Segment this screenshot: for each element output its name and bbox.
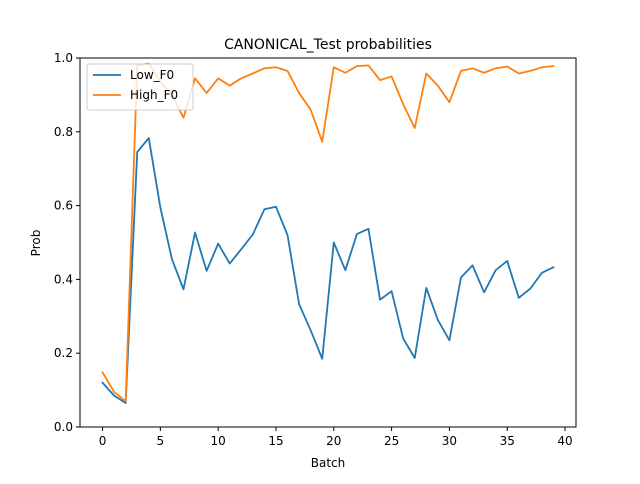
x-tick-label: 0	[99, 434, 107, 448]
y-tick-label: 1.0	[54, 51, 73, 65]
legend: Low_F0 High_F0	[86, 63, 194, 111]
legend-label: High_F0	[130, 88, 178, 102]
x-tick-label: 5	[157, 434, 165, 448]
legend-label: Low_F0	[130, 68, 174, 82]
x-tick-label: 10	[211, 434, 226, 448]
chart-title: CANONICAL_Test probabilities	[224, 37, 432, 53]
x-tick-label: 40	[557, 434, 572, 448]
y-tick-label: 0.8	[54, 125, 73, 139]
axes-frame	[79, 57, 577, 428]
x-tick-label: 35	[500, 434, 515, 448]
x-tick-label: 20	[326, 434, 341, 448]
y-tick-label: 0.6	[54, 199, 73, 213]
plot-area: 0 5 10 15 20 25 30 35 40 0.0 0.2 0.4 0.6 0.8 1.0	[54, 51, 577, 448]
y-tick-label: 0.0	[54, 420, 73, 434]
y-axis-label: Prob	[29, 230, 43, 257]
x-tick-label: 30	[442, 434, 457, 448]
series-line-low-f0	[101, 137, 555, 404]
y-tick-label: 0.4	[54, 272, 73, 286]
x-tick-label: 25	[384, 434, 399, 448]
x-tick-label: 15	[268, 434, 283, 448]
y-tick-label: 0.2	[54, 346, 73, 360]
x-axis-label: Batch	[311, 456, 346, 470]
